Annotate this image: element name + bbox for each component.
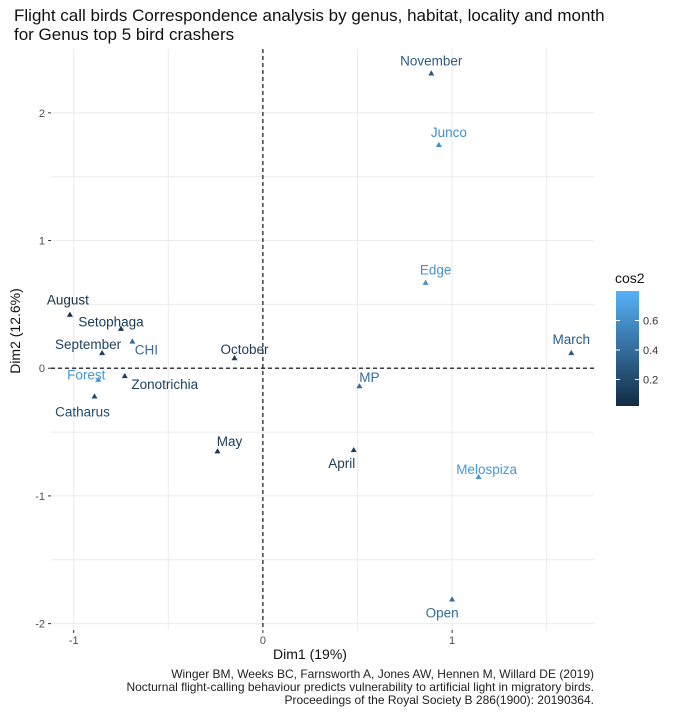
point-edge-label: Edge — [420, 263, 452, 278]
y-tick-label: 1 — [39, 236, 45, 248]
point-labels: November Junco Edge March August Setophaga Sep… — [47, 53, 590, 620]
point-april-label: April — [328, 456, 355, 471]
point-november-label: November — [400, 53, 463, 68]
chart-title: Flight call birds Correspondence analysi… — [14, 6, 605, 44]
point-may — [214, 448, 221, 454]
point-may-label: May — [217, 434, 243, 449]
point-march-label: March — [553, 332, 591, 347]
point-zonotrichia — [121, 372, 128, 379]
point-mp — [356, 383, 363, 389]
legend-tick-label: 0.6 — [643, 315, 658, 327]
citation-caption: Winger BM, Weeks BC, Farnsworth A, Jones… — [126, 667, 594, 707]
y-tick-label: -2 — [35, 619, 45, 631]
point-junco — [435, 141, 442, 147]
point-open — [449, 596, 456, 602]
x-tick-label: -1 — [69, 635, 79, 647]
x-tick-label: 1 — [449, 635, 455, 647]
y-tick-label: -1 — [35, 491, 45, 503]
point-setophaga-label: Setophaga — [78, 315, 144, 330]
legend-title: cos2 — [615, 270, 645, 286]
point-catharus — [91, 393, 98, 399]
x-tick-label: 0 — [260, 635, 266, 647]
y-tick-label: 2 — [39, 108, 45, 120]
point-melospiza — [475, 473, 482, 479]
point-october-label: October — [221, 342, 270, 357]
point-setophaga — [118, 325, 125, 331]
point-chi — [129, 338, 136, 344]
x-axis-label: Dim1 (19%) — [273, 646, 347, 662]
point-zonotrichia-label: Zonotrichia — [131, 377, 198, 392]
point-forest — [95, 376, 102, 382]
y-axis-ticks: -2 -1 0 1 2 — [35, 108, 51, 631]
point-september-label: September — [55, 337, 122, 352]
point-april — [350, 446, 357, 453]
point-mp-label: MP — [359, 370, 379, 385]
point-edge — [422, 279, 429, 285]
legend-tick-label: 0.2 — [643, 374, 658, 386]
point-melospiza-label: Melospiza — [456, 462, 517, 477]
point-forest-label: Forest — [67, 368, 106, 383]
y-axis-label: Dim2 (12.6%) — [7, 288, 23, 374]
legend-tick-label: 0.4 — [643, 345, 658, 357]
point-november — [428, 70, 435, 76]
point-october — [231, 355, 238, 361]
point-open-label: Open — [426, 605, 459, 620]
reference-lines — [51, 49, 594, 630]
point-catharus-label: Catharus — [55, 404, 110, 419]
point-march — [568, 349, 575, 356]
point-september — [99, 349, 106, 356]
point-august-label: August — [47, 293, 89, 308]
x-axis-ticks: -1 0 1 — [69, 630, 455, 647]
point-chi-label: CHI — [135, 342, 158, 357]
y-tick-label: 0 — [39, 363, 45, 375]
data-points — [66, 70, 575, 602]
point-august — [66, 311, 73, 317]
legend-colorbar — [616, 291, 639, 406]
point-junco-label: Junco — [431, 125, 467, 140]
legend-ticks: 0.2 0.4 0.6 — [616, 315, 658, 386]
color-legend: cos2 0.2 0.4 0.6 — [615, 270, 658, 406]
